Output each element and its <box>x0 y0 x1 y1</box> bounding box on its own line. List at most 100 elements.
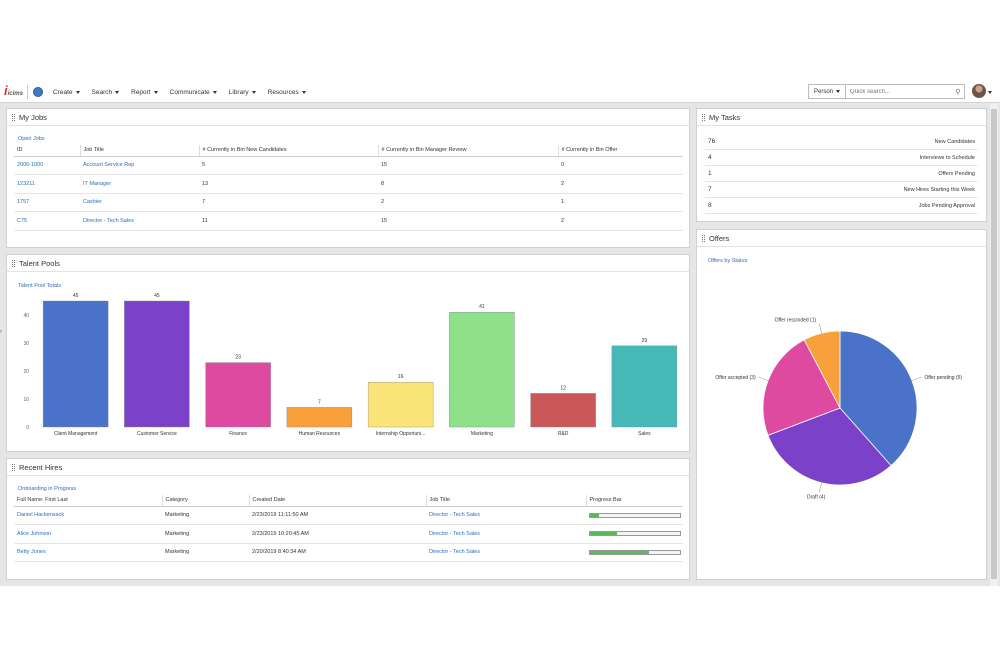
job-id-link[interactable]: 1757 <box>14 193 80 212</box>
col-offer[interactable]: # Currently in Bin Offer <box>558 145 683 157</box>
menu-create[interactable]: Create <box>53 89 80 96</box>
scrollbar-thumb[interactable] <box>991 109 997 579</box>
bar-value-label: 45 <box>73 293 79 299</box>
cell: 5 <box>199 156 378 175</box>
job-title-link[interactable]: Account Service Rep <box>80 156 199 175</box>
chevron-down-icon[interactable] <box>988 91 992 94</box>
col-job-title[interactable]: Job Title <box>426 495 587 507</box>
job-id-link[interactable]: 123211 <box>14 174 80 194</box>
chevron-down-icon <box>836 90 840 93</box>
bar[interactable] <box>611 345 678 428</box>
chevron-right-icon[interactable]: › <box>0 329 2 335</box>
hire-name-link[interactable]: Betty Jones <box>14 543 162 562</box>
x-tick-label: R&D <box>558 431 569 437</box>
cell: 2 <box>558 211 683 231</box>
y-tick-label: 0 <box>26 425 29 431</box>
menu-search[interactable]: Search <box>92 89 120 96</box>
panel-header: Recent Hires <box>7 459 689 476</box>
progress-fill <box>590 513 599 517</box>
pie-leader-line <box>818 323 822 334</box>
table-row: Betty Jones Marketing 2/20/2019 8:40:34 … <box>14 543 683 562</box>
hires-table: Full Name: First Last Category Created D… <box>14 495 683 562</box>
x-tick-label: Finance <box>229 431 247 437</box>
table-row: 2006-1000 Account Service Rep 5 15 0 <box>14 156 683 175</box>
task-count: 4 <box>708 154 712 161</box>
drag-handle-icon[interactable] <box>702 234 705 242</box>
col-id[interactable]: ID <box>14 145 81 157</box>
job-title-link[interactable]: Director - Tech Sales <box>80 211 199 231</box>
pie-slice[interactable] <box>767 407 892 486</box>
progress-bar <box>589 512 681 518</box>
pie-label: Offer rescinded (1) <box>775 318 817 324</box>
talent-pools-panel: Talent Pools Talent Pool Totals 0 10 20 30 4… <box>6 254 690 452</box>
progress-fill <box>590 532 617 536</box>
drag-handle-icon[interactable] <box>12 463 15 471</box>
open-jobs-link[interactable]: Open Jobs <box>18 136 45 142</box>
bar[interactable] <box>367 381 434 428</box>
job-title-link[interactable]: Director - Tech Sales <box>426 506 586 525</box>
bar[interactable] <box>530 393 596 428</box>
panel-header: My Jobs <box>7 109 689 126</box>
bar[interactable] <box>42 300 109 428</box>
job-id-link[interactable]: C75 <box>14 211 80 231</box>
page-scrollbar[interactable] <box>990 103 998 586</box>
bar[interactable] <box>205 362 271 428</box>
dashboard: iicims Create Search Report Communicate … <box>0 81 1000 586</box>
drag-handle-icon[interactable] <box>12 259 15 267</box>
job-id-link[interactable]: 2006-1000 <box>14 156 80 175</box>
bar-value-label: 41 <box>479 304 485 310</box>
bar[interactable] <box>124 300 190 428</box>
menu-resources[interactable]: Resources <box>268 89 306 96</box>
bar[interactable] <box>449 312 515 428</box>
avatar[interactable] <box>972 84 986 98</box>
col-progress[interactable]: Progress Bar <box>586 495 683 507</box>
offers-by-status-link[interactable]: Offers by Status <box>708 258 748 264</box>
progress-cell <box>586 506 683 525</box>
drag-handle-icon[interactable] <box>702 113 705 121</box>
jobs-table: ID Job Title # Currently in Bin New Cand… <box>14 145 683 231</box>
hire-name-link[interactable]: Alice Johnson <box>14 524 162 544</box>
search-icon[interactable]: ⚲ <box>955 88 961 96</box>
talent-pool-totals-link[interactable]: Talent Pool Totals <box>18 283 62 289</box>
task-count: 76 <box>708 138 716 145</box>
col-full-name[interactable]: Full Name: First Last <box>14 495 163 507</box>
col-new-candidates[interactable]: # Currently in Bin New Candidates <box>199 145 379 157</box>
col-job-title[interactable]: Job Title <box>80 145 200 157</box>
task-row[interactable]: 76 New Candidates <box>705 134 978 150</box>
menu-communicate[interactable]: Communicate <box>170 89 217 96</box>
onboarding-link[interactable]: Onboarding in Progress <box>18 486 77 492</box>
job-title-link[interactable]: IT Manager <box>80 174 199 194</box>
bar-value-label: 45 <box>154 293 160 299</box>
table-row: C75 Director - Tech Sales 11 15 2 <box>14 211 683 231</box>
table-row: Daniel Hackensack Marketing 2/23/2019 11… <box>14 506 683 525</box>
pie-leader-line <box>818 482 822 493</box>
task-row[interactable]: 8 Jobs Pending Approval <box>705 198 978 214</box>
logo[interactable]: iicims <box>4 83 23 98</box>
cell: 2/23/2019 11:11:50 AM <box>249 506 426 525</box>
col-category[interactable]: Category <box>162 495 250 507</box>
globe-icon[interactable] <box>33 87 43 97</box>
search-scope-select[interactable]: Person <box>809 85 846 98</box>
bar[interactable] <box>286 407 353 428</box>
cell: 1 <box>558 193 683 212</box>
task-row[interactable]: 4 Interviews to Schedule <box>705 150 978 166</box>
job-title-link[interactable]: Director - Tech Sales <box>426 524 586 544</box>
job-title-link[interactable]: Cashier <box>80 193 199 212</box>
hire-name-link[interactable]: Daniel Hackensack <box>14 506 162 525</box>
menu-report[interactable]: Report <box>131 89 158 96</box>
bar-value-label: 12 <box>560 385 566 391</box>
table-row: 1757 Cashier 7 2 1 <box>14 193 683 212</box>
drag-handle-icon[interactable] <box>12 113 15 121</box>
cell: 0 <box>558 156 683 175</box>
col-created-date[interactable]: Created Date <box>249 495 427 507</box>
search-input[interactable] <box>846 85 952 98</box>
pie-slice[interactable] <box>839 330 918 467</box>
task-row[interactable]: 1 Offers Pending <box>705 166 978 182</box>
task-label: New Candidates <box>934 138 975 145</box>
task-row[interactable]: 7 New Hires Starting this Week <box>705 182 978 198</box>
col-manager-review[interactable]: # Currently in Bin Manager Review <box>378 145 559 157</box>
bar-value-label: 29 <box>642 338 648 344</box>
menu-library[interactable]: Library <box>229 89 256 96</box>
job-title-link[interactable]: Director - Tech Sales <box>426 543 586 562</box>
pie-label: Draft (4) <box>807 494 826 500</box>
